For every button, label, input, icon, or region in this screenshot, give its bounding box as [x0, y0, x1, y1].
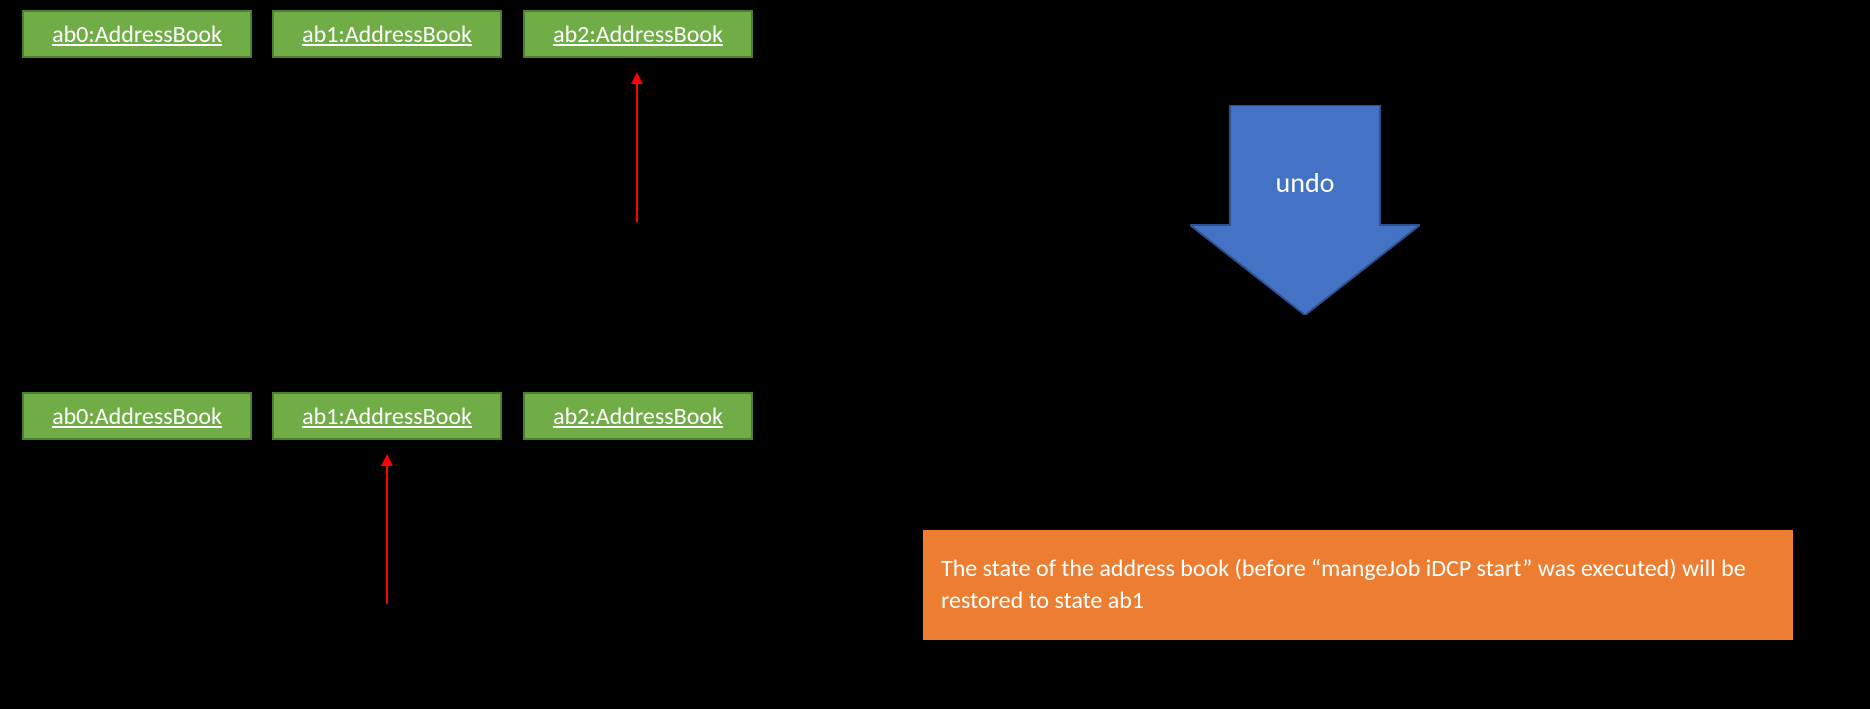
node-label: ab2:AddressBook [553, 20, 723, 49]
arrow-head-icon [631, 72, 643, 84]
node-ab1-bottom: ab1:AddressBook [272, 392, 502, 440]
pointer-arrow-top [625, 72, 649, 222]
node-label: ab0:AddressBook [52, 402, 222, 431]
arrow-shaft [636, 84, 638, 222]
node-label: ab1:AddressBook [302, 20, 472, 49]
arrow-head-icon [381, 454, 393, 466]
undo-arrow: undo [1190, 105, 1420, 315]
node-label: ab0:AddressBook [52, 20, 222, 49]
node-label: ab2:AddressBook [553, 402, 723, 431]
down-arrow-icon [1190, 105, 1420, 315]
node-ab2-top: ab2:AddressBook [523, 10, 753, 58]
arrow-shaft [386, 466, 388, 604]
node-ab0-top: ab0:AddressBook [22, 10, 252, 58]
node-label: ab1:AddressBook [302, 402, 472, 431]
callout-text: The state of the address book (before “m… [941, 553, 1775, 618]
pointer-arrow-bottom [375, 454, 399, 604]
node-ab2-bottom: ab2:AddressBook [523, 392, 753, 440]
explanation-callout: The state of the address book (before “m… [923, 530, 1793, 640]
node-ab1-top: ab1:AddressBook [272, 10, 502, 58]
undo-arrow-label: undo [1190, 165, 1420, 200]
node-ab0-bottom: ab0:AddressBook [22, 392, 252, 440]
